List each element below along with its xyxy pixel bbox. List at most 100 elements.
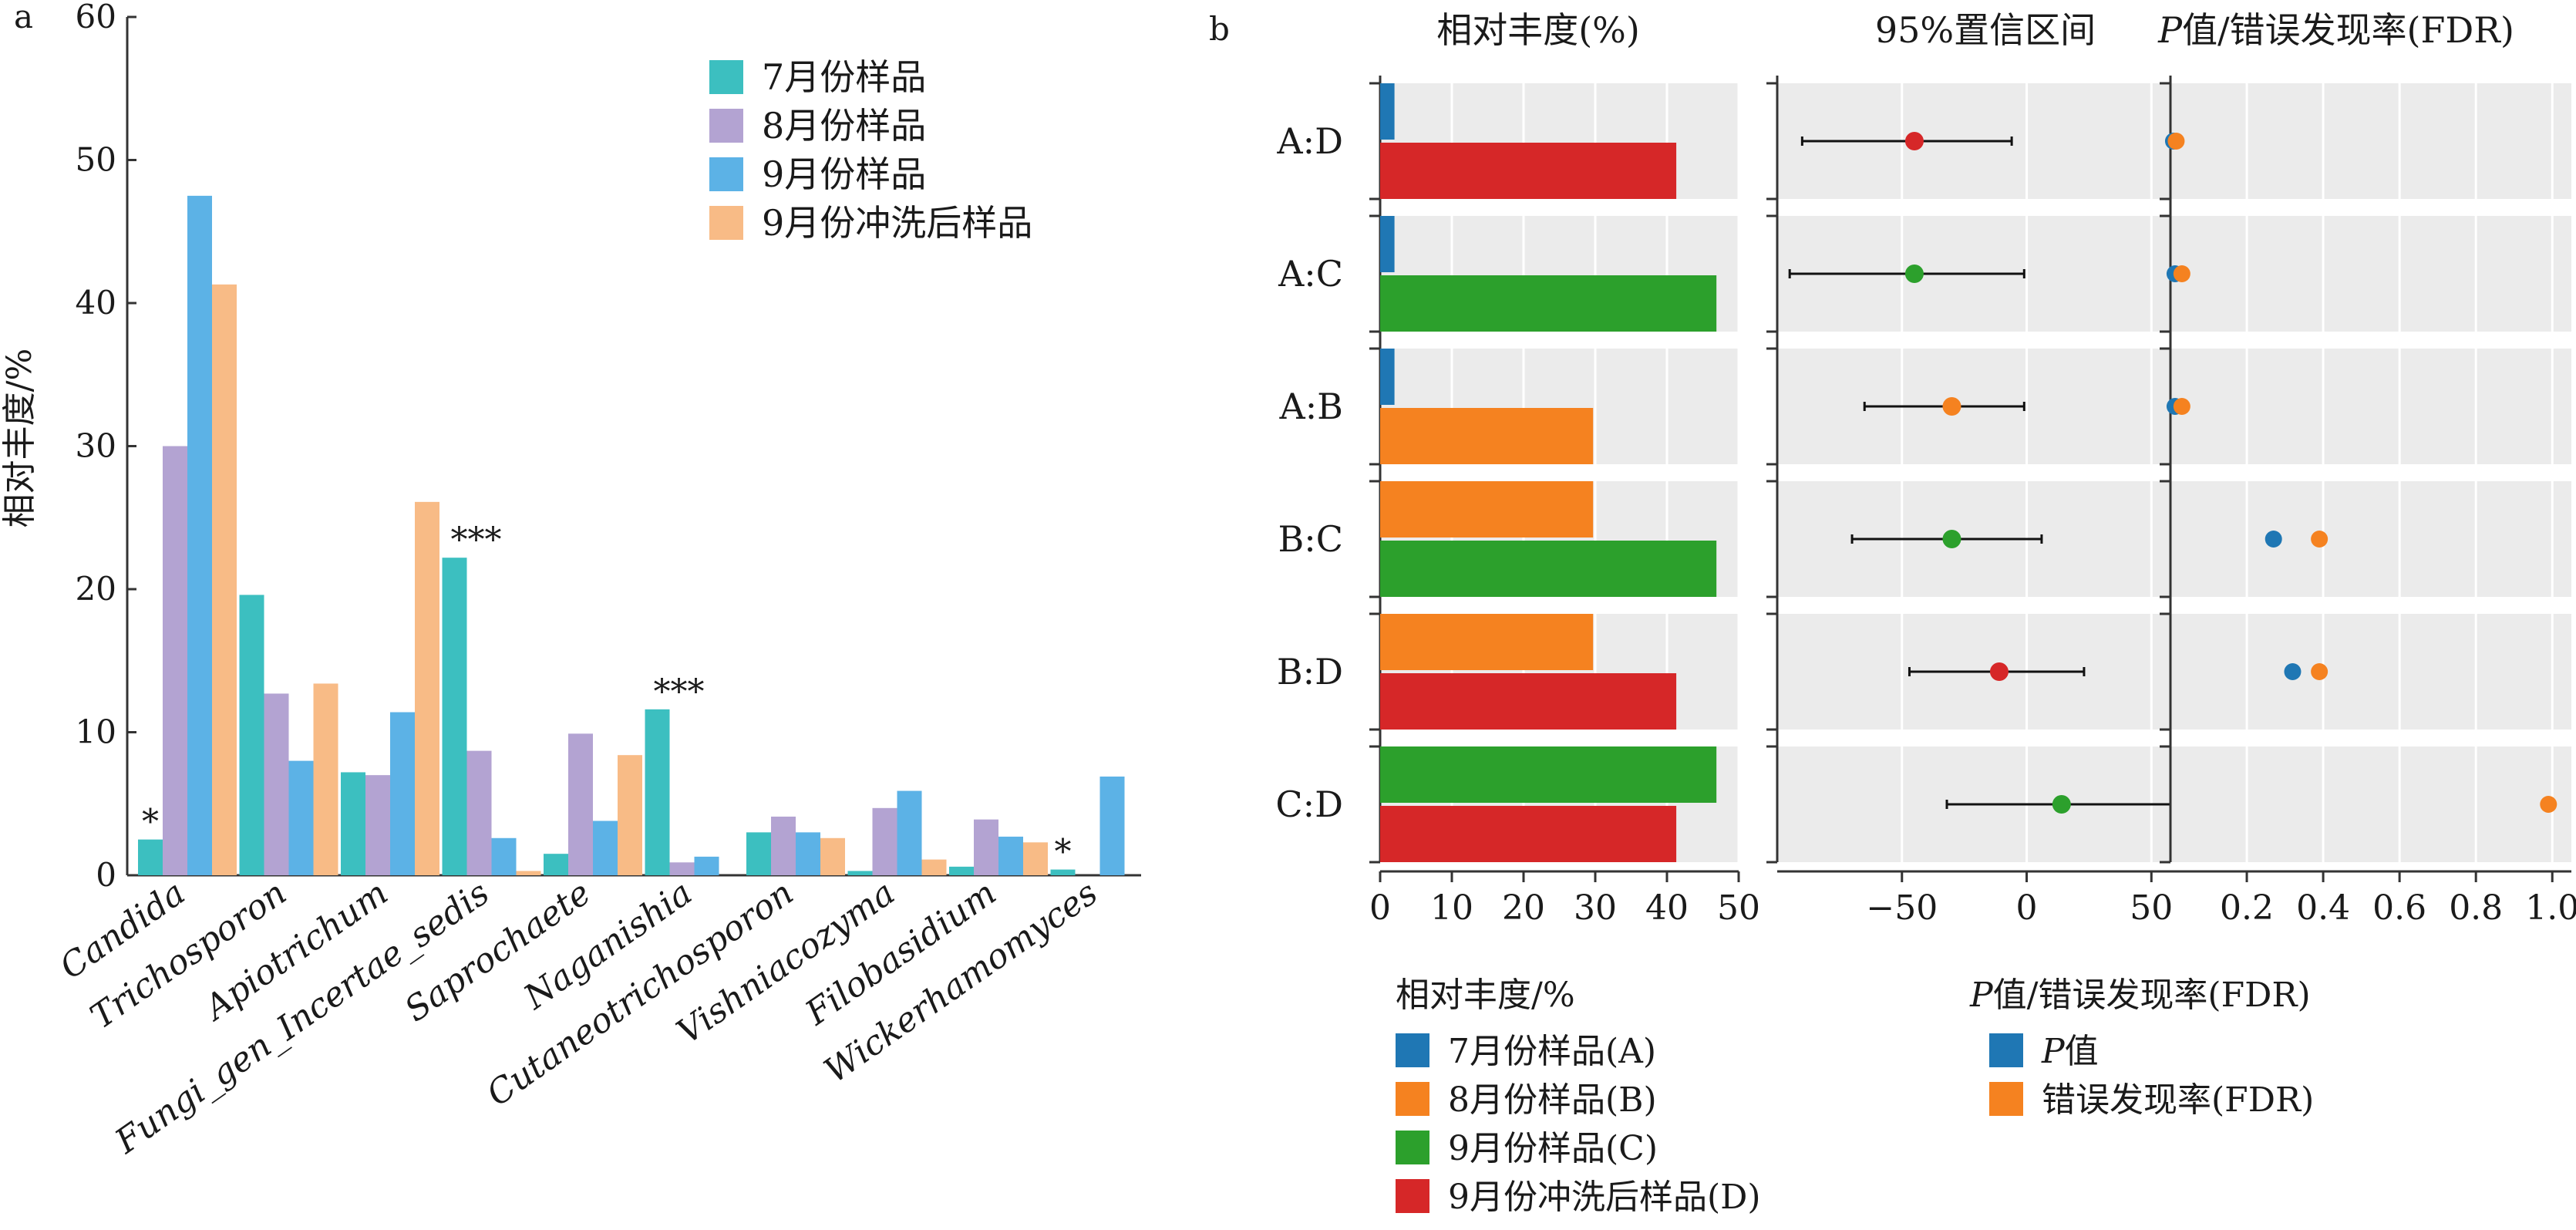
abundance-legend-swatch-c — [1396, 1131, 1429, 1164]
pvalue-row-background — [2170, 83, 2571, 199]
bar-candida-series-1 — [138, 839, 163, 875]
abundance-x-tick-label: 50 — [1717, 888, 1760, 928]
abundance-x-tick-label: 20 — [1502, 888, 1545, 928]
bar-candida-series-2 — [163, 446, 187, 875]
bar-candida-series-3 — [187, 195, 212, 875]
ci-x-tick-label: −50 — [1866, 888, 1938, 928]
pvalue-row-background — [2170, 216, 2571, 332]
abundance-legend: 相对丰度/% 7月份样品(A) 8月份样品(B) 9月份样品(C) 9月份冲洗后样品(… — [1396, 976, 1761, 1217]
legend-label-1: 7月份样品 — [762, 56, 926, 98]
bar-fungi-gen-incertae-sedis-series-1 — [442, 558, 467, 875]
comparison-row-labels: A:D A:C A:B B:C B:D C:D — [1275, 120, 1343, 825]
bar-filobasidium-series-4 — [1023, 842, 1048, 875]
pvalue-legend-swatch-1 — [1989, 1033, 2023, 1067]
panel-a-legend: 7月份样品 8月份样品 9月份样品 9月份冲洗后样品 — [709, 56, 1032, 244]
significance-marker: * — [142, 803, 159, 842]
y-tick-label: 50 — [76, 141, 116, 179]
bar-fungi-gen-incertae-sedis-series-4 — [516, 871, 541, 875]
abundance-bar-a-d-a — [1380, 83, 1395, 140]
abundance-bar-a-c-c — [1380, 275, 1717, 332]
pvalue-legend-swatch-2 — [1989, 1082, 2023, 1116]
bar-apiotrichum-series-4 — [415, 501, 439, 875]
pvalue-subpanel: 0.2 0.4 0.6 0.8 1.0 — [2160, 76, 2576, 928]
panel-b-comparison-chart: b 相对丰度(%) 95%置信区间 P值/错误发现率(FDR) A:DA:CA:… — [1209, 9, 2576, 1217]
pvalue-x-tick-label: 1.0 — [2525, 888, 2576, 928]
bar-trichosporon-series-2 — [264, 693, 289, 875]
bar-apiotrichum-series-1 — [341, 772, 365, 875]
ci-a-c-point — [1904, 265, 1924, 283]
y-tick-label: 30 — [76, 427, 116, 465]
comparison-label-c-d: C:D — [1275, 783, 1343, 825]
ci-a-d-point — [1904, 132, 1924, 150]
bar-trichosporon-series-1 — [239, 595, 264, 875]
bar-apiotrichum-series-2 — [365, 775, 390, 875]
y-tick-label: 40 — [76, 284, 116, 322]
abundance-legend-swatch-a — [1396, 1033, 1429, 1067]
confidence-interval-subpanel: −50 0 50 — [1766, 76, 2201, 928]
pvalue-x-tick-label: 0.2 — [2220, 888, 2274, 928]
pvalue-x-tick-label: 0.8 — [2449, 888, 2503, 928]
pvalue-point-fdr-a-b — [2173, 398, 2190, 415]
pvalue-x-tick-label: 0.6 — [2372, 888, 2426, 928]
y-tick-label: 60 — [76, 0, 116, 35]
bar-saprochaete-series-3 — [593, 821, 618, 875]
pvalue-row-background — [2170, 746, 2571, 862]
comparison-label-a-c: A:C — [1278, 253, 1343, 295]
pvalue-point-fdr-b-c — [2311, 531, 2329, 548]
bar-cutaneotrichosporon-series-1 — [746, 832, 771, 875]
abundance-bar-c-d-c — [1380, 746, 1717, 803]
y-tick-label: 20 — [76, 570, 116, 608]
bar-candida-series-4 — [212, 284, 237, 875]
pvalue-legend-title-rest: 值/错误发现率(FDR) — [1993, 976, 2311, 1015]
panel-b-label: b — [1209, 10, 1230, 48]
pvalue-row-background — [2170, 614, 2571, 730]
panel-a-category-labels: CandidaTrichosporonApiotrichumFungi_gen_… — [53, 873, 1105, 1161]
abundance-legend-title: 相对丰度/% — [1396, 976, 1575, 1015]
bar-trichosporon-series-3 — [288, 760, 314, 875]
abundance-subpanel: 0 10 20 30 40 50 — [1369, 76, 1760, 928]
legend-label-4: 9月份冲洗后样品 — [762, 202, 1032, 244]
bar-vishniacozyma-series-3 — [897, 790, 922, 875]
bar-saprochaete-series-2 — [568, 733, 593, 875]
ci-b-c-point — [1942, 530, 1961, 548]
panel-a-significance-markers: ******** — [142, 521, 1072, 871]
bar-cutaneotrichosporon-series-3 — [796, 832, 820, 875]
legend-swatch-4 — [709, 206, 743, 240]
bar-wickerhamomyces-series-3 — [1099, 777, 1125, 875]
significance-marker: *** — [451, 521, 502, 560]
pvalue-legend-label-1: P值 — [2041, 1032, 2099, 1071]
ci-b-d-point — [1989, 662, 2009, 681]
abundance-legend-swatch-b — [1396, 1082, 1429, 1116]
y-tick-label: 0 — [96, 856, 116, 894]
pvalue-legend-title: P值/错误发现率(FDR) — [1969, 976, 2311, 1015]
pvalue-point-p-b-c — [2265, 531, 2282, 548]
pvalue-row-background — [2170, 349, 2571, 464]
pvalue-row-background — [2170, 481, 2571, 597]
abundance-bar-a-c-a — [1380, 216, 1395, 272]
bar-filobasidium-series-2 — [974, 819, 998, 875]
y-tick-label: 10 — [76, 713, 116, 751]
panel-a-label: a — [14, 0, 33, 35]
abundance-x-tick-label: 10 — [1430, 888, 1473, 928]
pvalue-title-italic: P — [2157, 9, 2183, 51]
bar-saprochaete-series-4 — [618, 755, 642, 875]
pvalue-legend-label-italic: P — [2041, 1032, 2066, 1071]
abundance-bar-a-b-b — [1380, 408, 1594, 464]
abundance-legend-swatch-d — [1396, 1179, 1429, 1213]
comparison-label-b-c: B:C — [1278, 518, 1344, 560]
pvalue-legend-label-text: 错误发现率(FDR) — [2042, 1080, 2314, 1120]
abundance-legend-label-b: 8月份样品(B) — [1448, 1080, 1657, 1120]
bar-apiotrichum-series-3 — [390, 712, 415, 875]
ci-a-b-point — [1942, 397, 1961, 416]
bar-naganishia-series-2 — [669, 862, 695, 875]
bar-vishniacozyma-series-1 — [847, 871, 873, 875]
bar-vishniacozyma-series-4 — [921, 859, 947, 875]
significance-marker: * — [1055, 833, 1072, 872]
ci-x-tick-label: 0 — [2016, 888, 2038, 928]
bar-cutaneotrichosporon-series-2 — [771, 816, 796, 875]
bar-fungi-gen-incertae-sedis-series-3 — [491, 837, 517, 875]
legend-label-3: 9月份样品 — [762, 153, 926, 195]
